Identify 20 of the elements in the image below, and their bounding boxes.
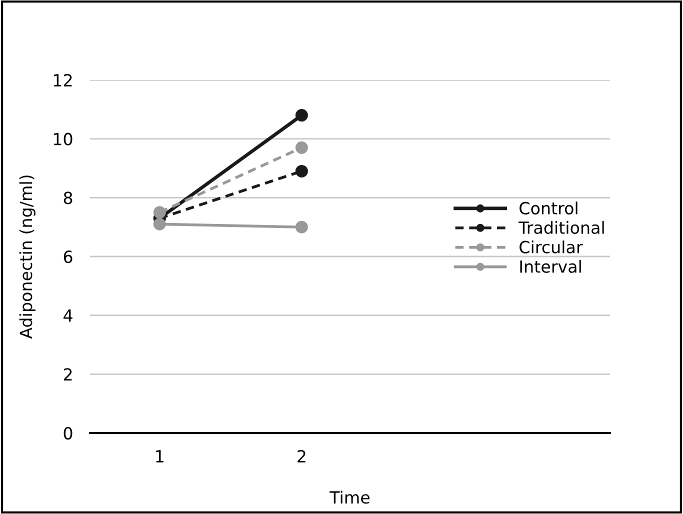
point — [153, 218, 166, 230]
y-axis-title: Adiponectin (ng/ml) — [19, 176, 36, 339]
point — [295, 164, 308, 178]
legend-label: Control — [520, 202, 578, 214]
y-tick-label: 8 — [64, 192, 72, 204]
x-axis-title: Time — [330, 490, 370, 504]
point — [295, 220, 308, 234]
y-tick-label: 2 — [64, 368, 72, 380]
legend-label: Traditional — [518, 221, 604, 234]
y-tick-label: 6 — [64, 250, 72, 264]
point — [295, 141, 308, 154]
y-tick-label: 10 — [54, 132, 72, 146]
y-tick-label: 4 — [64, 310, 72, 322]
x-tick-label: 1 — [156, 450, 164, 462]
y-tick-label: 0 — [64, 426, 72, 440]
y-tick-label: 12 — [54, 74, 72, 86]
point — [153, 206, 166, 219]
point — [295, 109, 308, 122]
legend-label: Interval — [520, 260, 581, 273]
legend-label: Circular — [520, 240, 583, 254]
